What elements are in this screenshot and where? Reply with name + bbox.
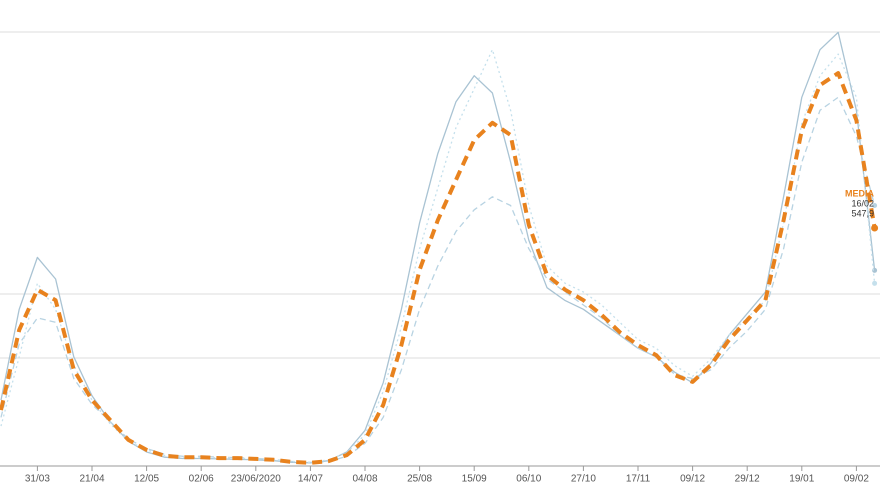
x-tick-label: 29/12 xyxy=(735,474,760,485)
x-tick-label: 27/10 xyxy=(571,474,596,485)
media-line xyxy=(0,71,877,465)
region-end-dot xyxy=(872,202,878,208)
x-tick-label: 09/12 xyxy=(680,474,705,485)
x-tick-label: 21/04 xyxy=(79,474,104,485)
x-tick-label: 14/07 xyxy=(298,474,323,485)
annotation-name: MEDIA xyxy=(845,188,875,198)
x-tick-label: 04/08 xyxy=(352,474,377,485)
region-line xyxy=(0,96,876,464)
x-tick-label: 23/06/2020 xyxy=(231,474,281,485)
x-tick-label: 15/09 xyxy=(462,474,487,485)
x-tick-label: 09/02 xyxy=(844,474,869,485)
x-tick-label: 12/05 xyxy=(134,474,159,485)
region-end-dot xyxy=(872,280,878,286)
x-tick-label: 17/11 xyxy=(626,474,651,485)
x-tick-label: 02/06 xyxy=(189,474,214,485)
x-tick-label: 19/01 xyxy=(789,474,814,485)
media-end-dot xyxy=(871,224,879,232)
annotation-value: 547,9 xyxy=(851,208,874,218)
region-line xyxy=(0,49,876,464)
x-tick-label: 06/10 xyxy=(516,474,541,485)
x-tick-label: 31/03 xyxy=(25,474,50,485)
x-tick-label: 25/08 xyxy=(407,474,432,485)
region-line xyxy=(0,31,876,464)
annotation-date: 16/02 xyxy=(851,198,874,208)
